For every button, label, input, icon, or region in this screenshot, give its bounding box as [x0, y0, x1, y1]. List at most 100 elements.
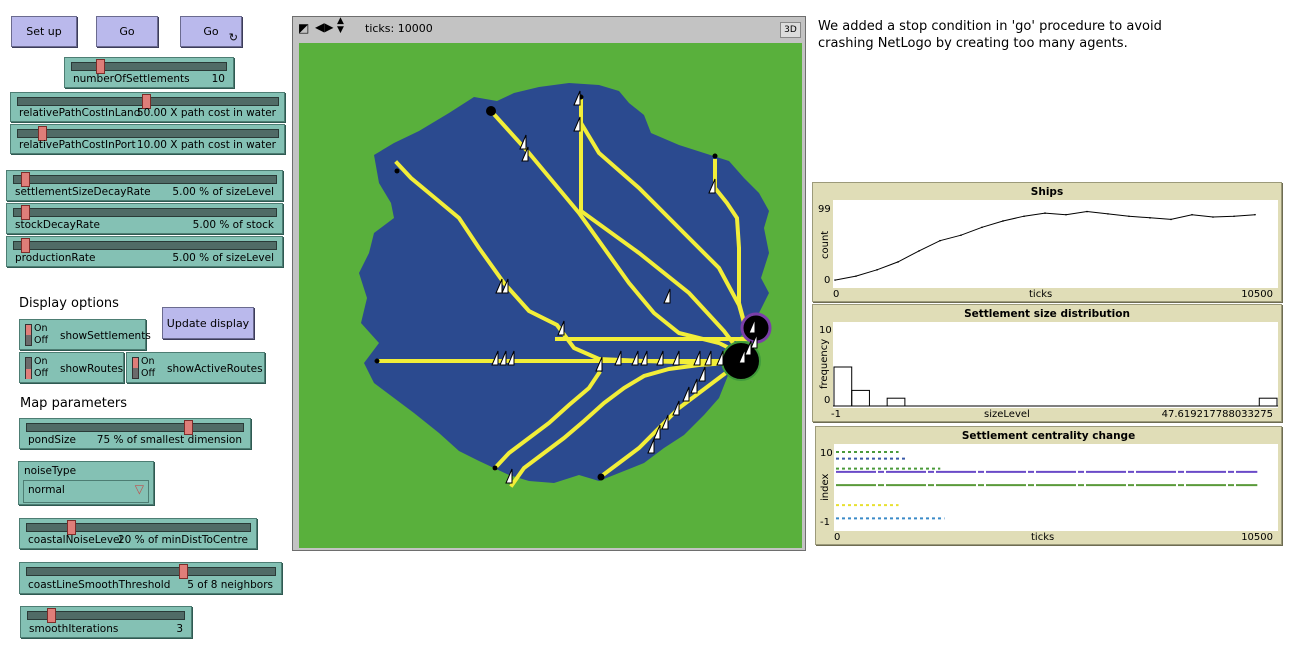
plot-title: Settlement centrality change [961, 430, 1136, 442]
slider-thumb[interactable] [21, 205, 30, 220]
switch-on-label: On [34, 323, 48, 334]
ship [573, 116, 581, 132]
ship [708, 178, 716, 194]
ships-data-point [897, 261, 899, 263]
size-chart [833, 366, 1278, 407]
routes [375, 95, 750, 488]
slider-track[interactable] [27, 611, 185, 620]
slider-track[interactable] [26, 567, 276, 576]
switch-name: showActiveRoutes [167, 363, 263, 375]
slider-track[interactable] [26, 523, 251, 532]
slider-relativePathCostInPort[interactable]: relativePathCostInPort 10.00 X path cost… [10, 124, 285, 154]
slider-thumb[interactable] [21, 172, 30, 187]
go-once-button-label: Go [119, 25, 135, 38]
ship [656, 350, 664, 366]
switch-lever[interactable] [25, 357, 32, 379]
switch-showRoutes[interactable]: On Off showRoutes [19, 352, 124, 383]
slider-relativePathCostInLand[interactable]: relativePathCostInLand 50.00 X path cost… [10, 92, 285, 122]
ship [595, 356, 603, 372]
chevron-down-icon[interactable]: ▽ [134, 482, 144, 496]
ships-data-point [1002, 220, 1004, 222]
ship [663, 288, 671, 304]
settlement [492, 465, 498, 471]
ship [744, 340, 752, 356]
slider-smoothIterations[interactable]: smoothIterations 3 [20, 606, 192, 638]
ship [557, 320, 565, 336]
normal-speed-icon[interactable]: ◩ [298, 21, 310, 35]
settlement [394, 168, 400, 174]
ship [738, 348, 746, 364]
slider-track[interactable] [13, 208, 277, 217]
slider-numberOfSettlements[interactable]: numberOfSettlements 10 [64, 57, 234, 88]
slider-track[interactable] [13, 175, 277, 184]
update-display-button-label: Update display [166, 316, 250, 330]
switch-on-label: On [141, 356, 155, 367]
chooser-noiseType[interactable]: noiseType normal ▽ [18, 461, 154, 505]
go-forever-button[interactable]: Go ↻ [180, 16, 242, 47]
3d-view-button[interactable]: 3D [780, 22, 801, 38]
slider-pondSize[interactable]: pondSize 75 % of smallest dimension [19, 418, 251, 449]
slider-thumb[interactable] [96, 59, 105, 74]
plot-area [833, 200, 1278, 288]
switch-knob [26, 369, 31, 379]
ship [704, 350, 712, 366]
chooser-dropdown[interactable]: normal ▽ [23, 480, 149, 503]
view-toolbar: ◩ ◀▶ ▲ ▼ ticks: 10000 3D [293, 17, 805, 41]
plot-ships: Ships 99 0 count 0 ticks 10500 [812, 182, 1282, 302]
slider-thumb[interactable] [38, 126, 47, 141]
ship [495, 278, 503, 294]
slider-thumb[interactable] [184, 420, 193, 435]
chooser-value: normal [28, 484, 65, 496]
x-max-tick: 47.619217788033275 [1161, 409, 1273, 420]
slider-coastalNoiseLevel[interactable]: coastalNoiseLevel 20 % of minDistToCentr… [19, 518, 257, 549]
route [509, 360, 732, 488]
switch-off-label: Off [34, 368, 49, 379]
slider-thumb[interactable] [21, 238, 30, 253]
slider-value: 20 % of minDistToCentre [117, 534, 248, 546]
ship [672, 400, 680, 416]
ship [521, 146, 529, 162]
slider-label: numberOfSettlements [73, 73, 190, 85]
plot-centrality-change: Settlement centrality change 10 -1 index… [815, 426, 1282, 545]
slider-thumb[interactable] [179, 564, 188, 579]
y-axis-label: frequency [819, 338, 830, 389]
switch-lever[interactable] [132, 357, 139, 379]
slider-stockDecayRate[interactable]: stockDecayRate 5.00 % of stock [6, 203, 283, 234]
ship [491, 350, 499, 366]
pond [359, 83, 769, 483]
ships-data-point [855, 275, 857, 277]
setup-button[interactable]: Set up [11, 16, 77, 47]
switch-showActiveRoutes[interactable]: On Off showActiveRoutes [126, 352, 265, 383]
y-axis-label: count [820, 230, 831, 259]
plot-area [833, 322, 1278, 408]
slider-track[interactable] [17, 129, 279, 138]
slider-coastLineSmoothThreshold[interactable]: coastLineSmoothThreshold 5 of 8 neighbor… [19, 562, 282, 594]
slider-track[interactable] [26, 423, 244, 432]
ships-data-point [1254, 213, 1256, 216]
slider-thumb[interactable] [47, 608, 56, 623]
step-left-icon[interactable]: ◀▶ [315, 20, 334, 34]
speed-updown-icon[interactable]: ▲ ▼ [337, 16, 344, 35]
slider-track[interactable] [13, 241, 277, 250]
go-once-button[interactable]: Go [96, 16, 158, 47]
update-display-button[interactable]: Update display [162, 307, 254, 339]
switch-lever[interactable] [25, 324, 32, 346]
slider-thumb[interactable] [67, 520, 76, 535]
histogram-bar [886, 397, 906, 407]
world-land [299, 43, 802, 548]
switch-showSettlements[interactable]: On Off showSettlements [19, 319, 151, 350]
plot-title: Settlement size distribution [964, 308, 1130, 320]
slider-productionRate[interactable]: productionRate 5.00 % of sizeLevel [6, 236, 283, 267]
ship [614, 350, 622, 366]
y-max-tick: 10 [819, 325, 832, 336]
y-min-tick: -1 [820, 517, 830, 528]
slider-settlementSizeDecayRate[interactable]: settlementSizeDecayRate 5.00 % of sizeLe… [6, 170, 283, 201]
slider-track[interactable] [71, 62, 227, 71]
ship [748, 318, 756, 334]
x-axis-label: ticks [1031, 532, 1055, 543]
ship [505, 468, 513, 484]
ships-data-point [960, 234, 962, 236]
slider-value: 50.00 X path cost in water [136, 107, 276, 119]
centrality-chart [836, 451, 1258, 520]
slider-thumb[interactable] [142, 94, 151, 109]
